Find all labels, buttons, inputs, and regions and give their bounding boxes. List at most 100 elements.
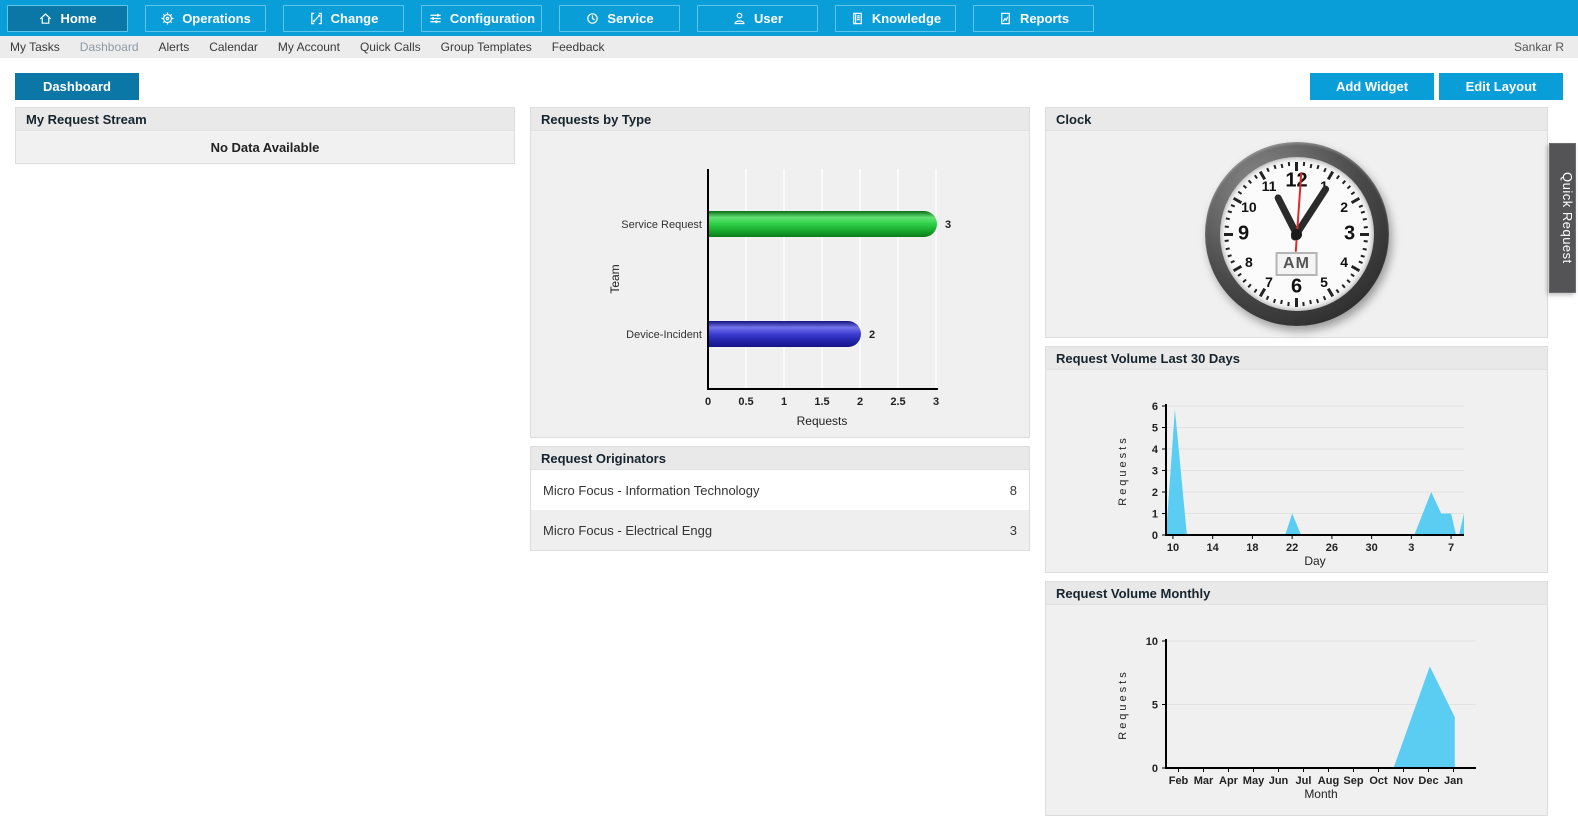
dashboard-content: Dashboard Add Widget Edit Layout My Requ… (0, 58, 1578, 816)
logged-in-user: Sankar R (1513, 40, 1564, 54)
bar-service-request[interactable] (709, 211, 937, 237)
clock-minute-tick (1242, 278, 1247, 283)
clock-minute-tick (1358, 260, 1363, 264)
clock-minute-tick (1273, 165, 1277, 170)
dashboard-tab[interactable]: Dashboard (15, 73, 139, 100)
clock-minute-tick (1288, 162, 1291, 167)
svg-text:10: 10 (1167, 542, 1179, 554)
svg-text:30: 30 (1365, 542, 1377, 554)
clock-face: 123456789101112AM (1219, 157, 1374, 311)
nav-item-configuration[interactable]: Configuration (421, 4, 542, 32)
nav-item-home[interactable]: Home (7, 4, 128, 32)
nav-item-service[interactable]: Service (559, 4, 680, 32)
subnav-item-feedback[interactable]: Feedback (551, 40, 605, 54)
clock-minute-tick (1273, 298, 1277, 303)
subnav-item-alerts[interactable]: Alerts (158, 40, 190, 54)
clock-minute-tick (1351, 191, 1356, 195)
svg-text:10: 10 (1146, 636, 1158, 648)
dashboard-toolbar: Dashboard Add Widget Edit Layout (15, 73, 1563, 100)
clock-number-7: 7 (1265, 273, 1273, 290)
clock-minute-tick (1253, 175, 1258, 180)
svg-text:Aug: Aug (1318, 775, 1339, 787)
clock-minute-tick (1253, 288, 1258, 293)
clock-center-hub (1291, 228, 1302, 240)
originator-row[interactable]: Micro Focus - Electrical Engg 3 (531, 510, 1029, 550)
clock-minute-tick (1323, 295, 1327, 301)
clock-minute-tick (1266, 295, 1270, 301)
widget-clock: Clock 123456789101112AM (1045, 107, 1548, 338)
clock-number-4: 4 (1340, 253, 1349, 270)
clock-minute-tick (1288, 301, 1291, 306)
clock-number-11: 11 (1261, 178, 1277, 195)
svg-text:5: 5 (1152, 700, 1158, 712)
clock-number-5: 5 (1320, 273, 1328, 290)
clock-minute-tick (1351, 273, 1356, 277)
svg-text:0: 0 (705, 396, 711, 408)
svg-text:Team: Team (608, 264, 622, 293)
nav-item-label: Operations (182, 10, 251, 26)
subnav-item-group-templates[interactable]: Group Templates (440, 40, 532, 54)
nav-item-change[interactable]: Change (283, 4, 404, 32)
svg-text:1.5: 1.5 (814, 396, 829, 408)
svg-text:5: 5 (1152, 423, 1158, 435)
column-left: My Request Stream No Data Available (15, 107, 515, 164)
svg-text:Day: Day (1304, 554, 1325, 568)
quick-request-tab[interactable]: Quick Request (1549, 143, 1576, 293)
toolbar-spacer (139, 73, 1305, 100)
nav-item-reports[interactable]: Reports (973, 4, 1094, 32)
subnav-item-my-tasks[interactable]: My Tasks (10, 40, 60, 54)
svg-text:May: May (1243, 775, 1265, 787)
nav-item-user[interactable]: User (697, 4, 818, 32)
clock-minute-tick (1227, 254, 1233, 257)
subnav-item-dashboard[interactable]: Dashboard (79, 40, 139, 54)
clock-hour-tick (1295, 297, 1298, 307)
subnav-item-calendar[interactable]: Calendar (209, 40, 258, 54)
nav-item-label: Knowledge (871, 10, 942, 26)
svg-text:Dec: Dec (1418, 775, 1438, 787)
subnav-item-my-account[interactable]: My Account (277, 40, 340, 54)
svg-text:Requests: Requests (797, 414, 848, 428)
clock-hour-tick (1295, 161, 1298, 171)
svg-text:Nov: Nov (1393, 775, 1415, 787)
widget-request-originators: Request Originators Micro Focus - Inform… (530, 446, 1030, 551)
svg-text:22: 22 (1286, 542, 1298, 554)
widget-title: Clock (1046, 108, 1547, 131)
nav-item-operations[interactable]: Operations (145, 4, 266, 32)
widget-requests-by-type: Requests by Type Service Request 3 Device-… (530, 107, 1030, 438)
clock-bezel: 123456789101112AM (1204, 142, 1389, 326)
widget-title: Request Originators (531, 447, 1029, 470)
clock-minute-tick (1237, 191, 1242, 195)
analog-clock: 123456789101112AM (1046, 131, 1547, 337)
edit-layout-button[interactable]: Edit Layout (1439, 73, 1563, 100)
add-widget-button[interactable]: Add Widget (1310, 73, 1434, 100)
clock-minute-tick (1341, 179, 1346, 184)
originator-name: Micro Focus - Electrical Engg (543, 522, 713, 538)
widget-title: Requests by Type (531, 108, 1029, 131)
top-navigation: Home Operations Change Configuration Service… (0, 0, 1578, 36)
clock-minute-tick (1362, 247, 1368, 250)
column-middle: Requests by Type Service Request 3 Device-… (530, 107, 1030, 551)
bar-chart-svg: Service Request 3 Device-Incident 2 0 0.5 1 1.5… (608, 169, 951, 428)
svg-text:Service Request: Service Request (621, 219, 702, 231)
clock-minute-tick (1358, 204, 1363, 208)
service-icon (585, 11, 600, 26)
clock-minute-tick (1280, 163, 1284, 168)
originator-row[interactable]: Micro Focus - Information Technology 8 (531, 470, 1029, 510)
svg-text:3: 3 (1408, 542, 1414, 554)
clock-minute-tick (1316, 165, 1320, 170)
bar-device-incident[interactable] (709, 321, 861, 347)
svg-text:1: 1 (1152, 509, 1158, 521)
clock-hour-tick (1232, 264, 1243, 272)
nav-item-knowledge[interactable]: Knowledge (835, 4, 956, 32)
clock-minute-tick (1309, 163, 1313, 168)
nav-item-label: Service (607, 10, 654, 26)
clock-minute-tick (1227, 211, 1233, 214)
svg-text:18: 18 (1246, 542, 1258, 554)
clock-minute-tick (1362, 218, 1368, 221)
svg-text:2: 2 (1152, 487, 1158, 499)
svg-text:Month: Month (1304, 787, 1337, 801)
sub-navigation: My Tasks Dashboard Alerts Calendar My Accoun… (0, 36, 1578, 58)
clock-number-2: 2 (1340, 198, 1349, 215)
subnav-item-quick-calls[interactable]: Quick Calls (359, 40, 421, 54)
svg-text:26: 26 (1326, 542, 1338, 554)
